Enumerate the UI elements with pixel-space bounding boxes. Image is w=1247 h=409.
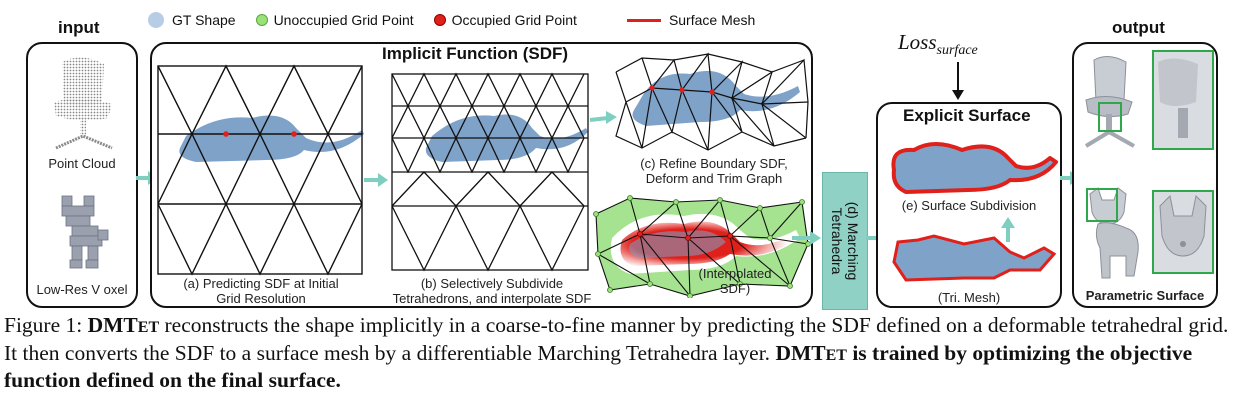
step-a-line2: Grid Resolution <box>216 291 306 306</box>
figure-label: Figure 1: <box>4 313 88 337</box>
subdivided-surface-mesh <box>891 142 1058 194</box>
dog-zoom-detail-icon <box>1159 194 1207 257</box>
marching-tetrahedra-label: (d) Marching Tetrahedra <box>829 202 861 281</box>
gt-shape-a <box>179 115 364 162</box>
interpolated-sdf-field <box>593 195 811 298</box>
point-cloud-chair-icon <box>54 57 113 150</box>
legend-surface-mesh: Surface Mesh <box>626 12 756 28</box>
legend-occupied-label: Occupied Grid Point <box>451 12 577 28</box>
explicit-title: Explicit Surface <box>903 106 1031 125</box>
step-c-label: (c) Refine Boundary SDF, Deform and Trim… <box>616 156 812 186</box>
method-name-1b: ET <box>137 319 160 336</box>
surface-mesh-line-icon <box>626 18 661 22</box>
coarse-tetra-grid <box>157 64 364 276</box>
point-cloud-label: Point Cloud <box>48 156 116 171</box>
arrow-b-to-c-icon <box>590 111 617 124</box>
triangle-surface-mesh <box>892 234 1057 282</box>
figure-caption: Figure 1: DMTET reconstructs the shape i… <box>4 313 1244 393</box>
arrow-a-to-b-icon <box>364 173 388 187</box>
legend-unoccupied-label: Unoccupied Grid Point <box>273 12 414 28</box>
input-title: input <box>58 18 100 37</box>
legend: GT Shape Unoccupied Grid Point Occupied … <box>148 12 775 28</box>
legend-gt-shape: GT Shape <box>148 12 236 28</box>
refined-boundary-graph <box>615 52 809 151</box>
dog-zoom-inset <box>1152 190 1214 274</box>
output-title: output <box>1112 18 1165 37</box>
chair-zoom-inset <box>1152 50 1214 150</box>
gt-shape-swatch-icon <box>148 12 164 28</box>
implicit-title: Implicit Function (SDF) <box>382 44 569 63</box>
marching-line2: Tetrahedra <box>829 207 845 275</box>
arrow-sdf-to-marching-icon <box>792 231 821 245</box>
step-b-label: (b) Selectively Subdivide Tetrahedrons, … <box>372 276 612 306</box>
parametric-surface-label: Parametric Surface <box>1085 288 1205 303</box>
caption-text-2: is trained by optimizing the objective f… <box>4 340 1193 393</box>
voxel-dog-icon <box>61 195 109 269</box>
method-name-1a: DMT <box>87 313 138 337</box>
subdivided-tetra-grid <box>391 72 589 272</box>
caption-text-1: reconstructs the shape implicitly in a c… <box>4 313 1229 365</box>
interp-line2: SDF) <box>719 281 751 296</box>
legend-occupied: Occupied Grid Point <box>433 12 577 28</box>
surface-subdivision-label: (e) Surface Subdivision <box>901 198 1037 213</box>
method-name-2b: ET <box>825 346 847 364</box>
loss-surface-label: Losssurface <box>898 30 978 59</box>
chair-zoom-detail-icon <box>1158 58 1198 138</box>
marching-tetrahedra-box: (d) Marching Tetrahedra <box>822 172 868 310</box>
step-c-line2: Deform and Trim Graph <box>645 171 783 186</box>
step-a-label: (a) Predicting SDF at Initial Grid Resol… <box>156 276 366 306</box>
legend-gt-label: GT Shape <box>172 12 236 28</box>
tri-mesh-label: (Tri. Mesh) <box>937 290 1001 305</box>
step-b-line1: (b) Selectively Subdivide <box>420 276 564 291</box>
output-panel: Parametric Surface <box>1072 42 1218 308</box>
smooth-chair-icon <box>1084 56 1135 148</box>
occupied-dot-icon <box>433 14 446 26</box>
dog-zoom-region <box>1086 188 1118 222</box>
legend-unoccupied: Unoccupied Grid Point <box>255 12 414 28</box>
legend-mesh-label: Surface Mesh <box>668 12 756 28</box>
interpolated-sdf-label: (Interpolated SDF) <box>670 266 800 296</box>
method-name-2a: DMT <box>775 340 826 365</box>
arrow-subdivision-up-icon <box>1001 217 1015 242</box>
unoccupied-dot-icon <box>255 14 268 26</box>
input-panel: Point Cloud Low-Res V oxel <box>26 42 138 308</box>
loss-sub: surface <box>936 43 978 59</box>
interp-line1: (Interpolated <box>698 266 772 281</box>
chair-zoom-region <box>1098 102 1122 132</box>
step-a-line1: (a) Predicting SDF at Initial <box>183 276 339 291</box>
step-c-line1: (c) Refine Boundary SDF, <box>640 156 788 171</box>
arrow-loss-down-icon <box>952 62 964 100</box>
voxel-label: Low-Res V oxel <box>36 282 128 297</box>
loss-main: Loss <box>898 30 937 54</box>
marching-line1: (d) Marching <box>845 201 861 281</box>
step-b-line2: Tetrahedrons, and interpolate SDF <box>392 291 592 306</box>
